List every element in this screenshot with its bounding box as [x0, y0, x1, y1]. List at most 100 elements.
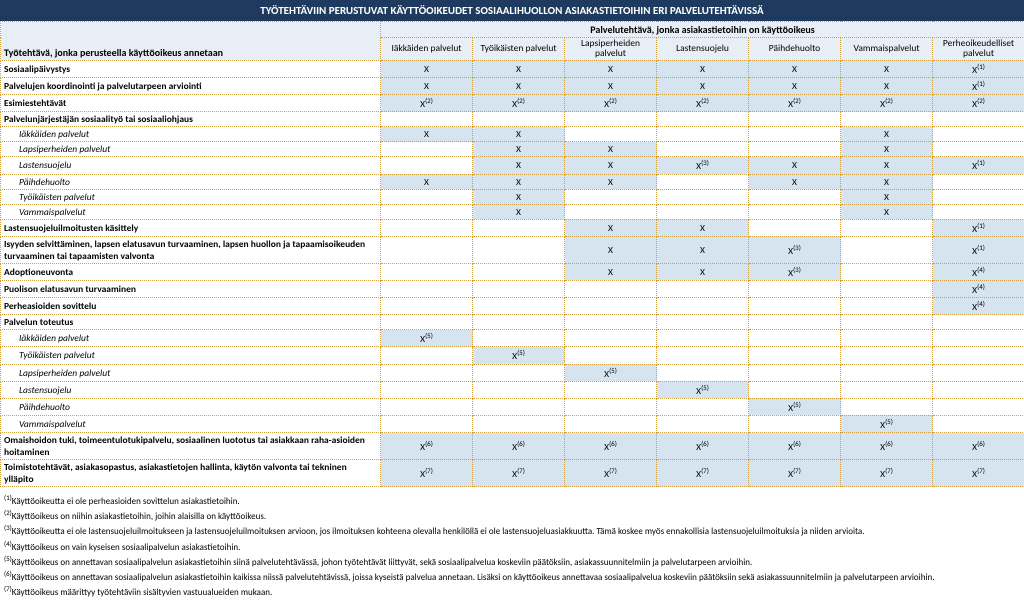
- data-cell: [565, 330, 657, 347]
- data-cell: [749, 315, 841, 330]
- data-cell: X(5): [473, 347, 565, 364]
- table-row: SosiaalipäivystysXXXXXXX(1): [1, 60, 1024, 77]
- data-cell: X(2): [933, 95, 1024, 112]
- data-cell: X(7): [749, 460, 841, 487]
- data-cell: [841, 347, 933, 364]
- table-row: Palvelunjärjestäjän sosiaalityö tai sosi…: [1, 112, 1024, 127]
- data-cell: X: [381, 127, 473, 142]
- row-header-title: Työtehtävä, jonka perusteella käyttöoike…: [1, 22, 381, 61]
- data-cell: [473, 364, 565, 381]
- data-cell: [473, 298, 565, 315]
- row-label: Sosiaalipäivystys: [1, 60, 381, 77]
- data-cell: X(2): [657, 95, 749, 112]
- data-cell: [473, 280, 565, 297]
- data-cell: [381, 381, 473, 398]
- data-cell: [565, 347, 657, 364]
- table-row: Toimistotehtävät, asiakasopastus, asiaka…: [1, 460, 1024, 487]
- data-cell: [657, 280, 749, 297]
- row-label: Palvelunjärjestäjän sosiaalityö tai sosi…: [1, 112, 381, 127]
- data-cell: [749, 219, 841, 236]
- data-cell: X(2): [749, 95, 841, 112]
- data-cell: [381, 347, 473, 364]
- table-row: AdoptioneuvontaXXX(3)X(4): [1, 263, 1024, 280]
- row-label: Perheasioiden sovittelu: [1, 298, 381, 315]
- data-cell: X(1): [933, 236, 1024, 263]
- data-cell: X: [749, 174, 841, 189]
- data-cell: X: [473, 142, 565, 157]
- data-cell: X: [565, 236, 657, 263]
- data-cell: [933, 415, 1024, 432]
- row-label: Työikäisten palvelut: [1, 347, 381, 364]
- data-cell: X(3): [657, 157, 749, 174]
- data-cell: X(3): [749, 263, 841, 280]
- data-cell: X(5): [749, 398, 841, 415]
- data-cell: X(7): [933, 460, 1024, 487]
- data-cell: X: [565, 157, 657, 174]
- data-cell: X(7): [565, 460, 657, 487]
- data-cell: [933, 204, 1024, 219]
- data-cell: X(4): [933, 280, 1024, 297]
- data-cell: X(7): [381, 460, 473, 487]
- data-cell: [565, 204, 657, 219]
- data-cell: X: [841, 174, 933, 189]
- data-cell: X(4): [933, 298, 1024, 315]
- data-cell: [565, 280, 657, 297]
- row-label: Iäkkäiden palvelut: [1, 127, 381, 142]
- data-cell: [933, 398, 1024, 415]
- data-cell: [749, 415, 841, 432]
- data-cell: X: [657, 263, 749, 280]
- footnote: (3)Käyttöoikeutta ei ole lastensuojeluil…: [4, 523, 1020, 538]
- data-cell: X(2): [381, 95, 473, 112]
- column-header: Lapsiperheiden palvelut: [565, 38, 657, 61]
- table-row: Palvelun toteutus: [1, 315, 1024, 330]
- data-cell: X(6): [565, 433, 657, 460]
- table-row: Lapsiperheiden palvelutX(5): [1, 364, 1024, 381]
- data-cell: [749, 280, 841, 297]
- data-cell: [749, 189, 841, 204]
- data-cell: X: [841, 78, 933, 95]
- data-cell: X(6): [749, 433, 841, 460]
- data-cell: [473, 236, 565, 263]
- row-label: Puolison elatusavun turvaaminen: [1, 280, 381, 297]
- data-cell: [933, 112, 1024, 127]
- data-cell: [749, 142, 841, 157]
- row-label: Toimistotehtävät, asiakasopastus, asiaka…: [1, 460, 381, 487]
- data-cell: [749, 364, 841, 381]
- data-cell: [381, 280, 473, 297]
- data-cell: [565, 398, 657, 415]
- column-header: Päihdehuolto: [749, 38, 841, 61]
- data-cell: [657, 330, 749, 347]
- data-cell: [749, 112, 841, 127]
- table-row: Palvelujen koordinointi ja palvelutarpee…: [1, 78, 1024, 95]
- data-cell: [841, 364, 933, 381]
- data-cell: [841, 280, 933, 297]
- data-cell: [565, 298, 657, 315]
- data-cell: [933, 142, 1024, 157]
- data-cell: [933, 364, 1024, 381]
- data-cell: [657, 298, 749, 315]
- data-cell: X: [473, 157, 565, 174]
- data-cell: [933, 381, 1024, 398]
- data-cell: X: [565, 142, 657, 157]
- table-row: VammaispalvelutXX: [1, 204, 1024, 219]
- data-cell: [749, 127, 841, 142]
- data-cell: X: [473, 127, 565, 142]
- row-label: Lastensuojelu: [1, 157, 381, 174]
- data-cell: X: [565, 60, 657, 77]
- data-cell: X: [657, 236, 749, 263]
- access-rights-table-container: TYÖTEHTÄVIIN PERUSTUVAT KÄYTTÖOIKEUDET S…: [0, 0, 1024, 603]
- data-cell: X: [473, 189, 565, 204]
- data-cell: X(6): [657, 433, 749, 460]
- data-cell: [565, 381, 657, 398]
- table-row: Työikäisten palvelut X(5): [1, 347, 1024, 364]
- data-cell: [841, 219, 933, 236]
- data-cell: X: [473, 174, 565, 189]
- data-cell: [657, 398, 749, 415]
- data-cell: X: [841, 60, 933, 77]
- data-cell: [381, 189, 473, 204]
- row-label: Palvelun toteutus: [1, 315, 381, 330]
- data-cell: [657, 204, 749, 219]
- data-cell: [749, 204, 841, 219]
- row-label: Isyyden selvittäminen, lapsen elatusavun…: [1, 236, 381, 263]
- data-cell: X: [657, 78, 749, 95]
